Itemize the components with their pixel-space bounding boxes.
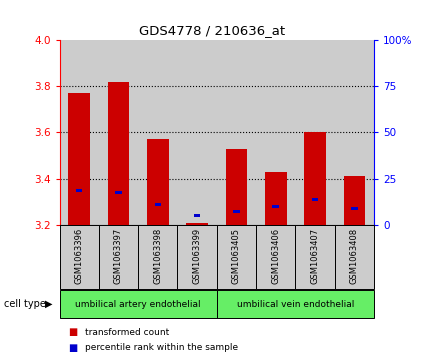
Bar xyxy=(99,225,138,289)
Text: umbilical artery endothelial: umbilical artery endothelial xyxy=(75,299,201,309)
Bar xyxy=(351,207,357,211)
Text: ■: ■ xyxy=(68,343,77,353)
Bar xyxy=(295,40,335,225)
Text: GSM1063405: GSM1063405 xyxy=(232,228,241,284)
Bar xyxy=(60,290,217,318)
Text: GSM1063396: GSM1063396 xyxy=(75,228,84,285)
Text: percentile rank within the sample: percentile rank within the sample xyxy=(85,343,238,352)
Text: GDS4778 / 210636_at: GDS4778 / 210636_at xyxy=(139,24,286,37)
Bar xyxy=(312,198,318,201)
Text: umbilical vein endothelial: umbilical vein endothelial xyxy=(237,299,354,309)
Bar xyxy=(76,189,82,192)
Bar xyxy=(272,205,279,208)
Bar xyxy=(217,290,374,318)
Bar xyxy=(265,172,286,225)
Bar xyxy=(99,40,138,225)
Bar xyxy=(115,191,122,194)
Bar xyxy=(226,149,247,225)
Bar xyxy=(186,223,208,225)
Text: GSM1063397: GSM1063397 xyxy=(114,228,123,285)
Bar xyxy=(138,40,178,225)
Bar xyxy=(256,225,295,289)
Bar xyxy=(108,82,129,225)
Bar xyxy=(217,225,256,289)
Bar xyxy=(147,139,169,225)
Text: GSM1063407: GSM1063407 xyxy=(311,228,320,284)
Text: ▶: ▶ xyxy=(45,299,53,309)
Bar xyxy=(217,40,256,225)
Text: GSM1063408: GSM1063408 xyxy=(350,228,359,284)
Bar xyxy=(295,225,335,289)
Bar xyxy=(178,225,217,289)
Bar xyxy=(194,214,200,217)
Bar xyxy=(60,40,99,225)
Bar xyxy=(343,176,365,225)
Text: GSM1063399: GSM1063399 xyxy=(193,228,201,284)
Bar xyxy=(60,225,99,289)
Bar xyxy=(335,225,374,289)
Bar xyxy=(155,203,161,206)
Text: cell type: cell type xyxy=(4,299,46,309)
Text: GSM1063406: GSM1063406 xyxy=(271,228,280,284)
Bar xyxy=(68,93,90,225)
Text: transformed count: transformed count xyxy=(85,328,169,337)
Bar xyxy=(304,132,326,225)
Bar xyxy=(138,225,178,289)
Bar xyxy=(233,210,240,213)
Text: GSM1063398: GSM1063398 xyxy=(153,228,162,285)
Bar xyxy=(334,40,374,225)
Text: ■: ■ xyxy=(68,327,77,337)
Bar xyxy=(256,40,295,225)
Bar xyxy=(178,40,217,225)
